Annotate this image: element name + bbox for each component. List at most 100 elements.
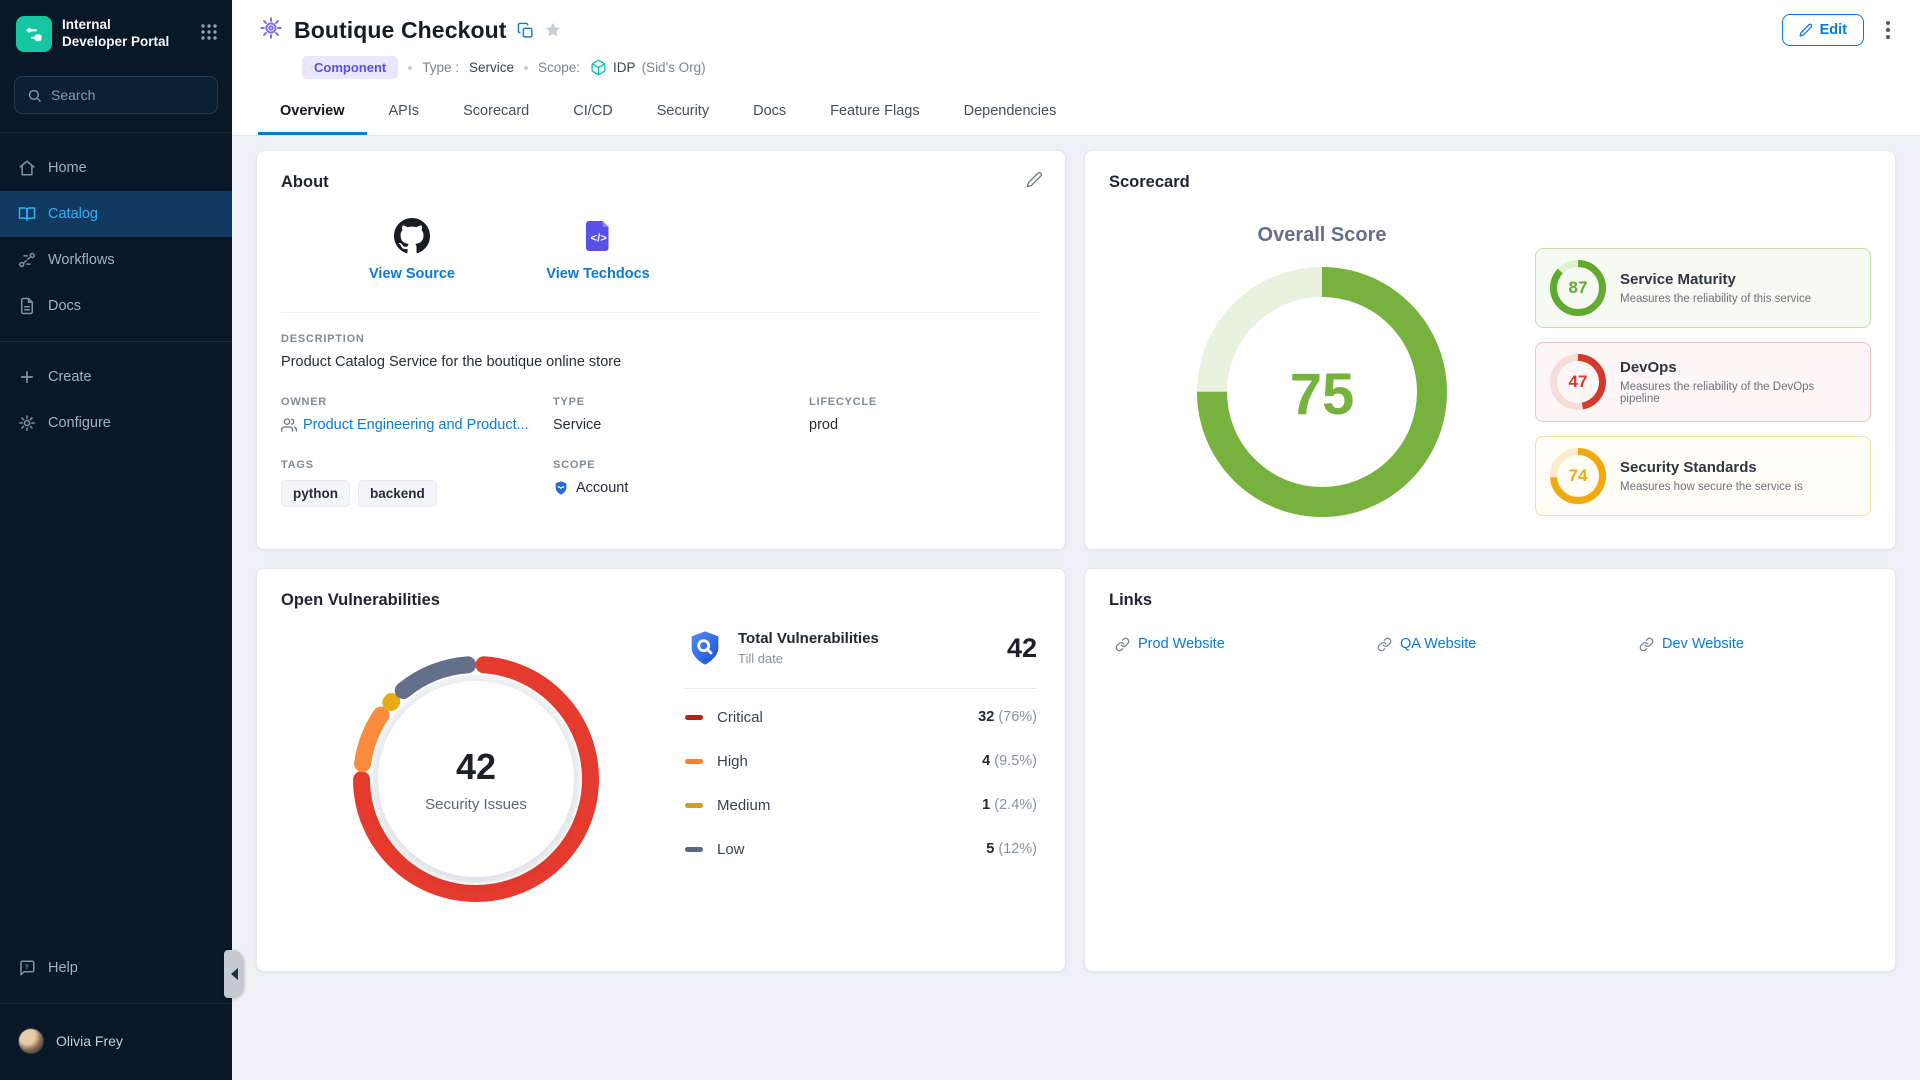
vuln-row-medium: Medium 1 (2.4%) [685,783,1037,827]
sidebar-item-create[interactable]: Create [0,354,232,400]
description-label: DESCRIPTION [281,333,1041,345]
prod-website-link[interactable]: Prod Website [1115,636,1377,652]
more-options-button[interactable] [1882,17,1894,43]
entity-meta-row: Component Type : Service Scope: IDP (Sid… [302,56,1894,79]
pencil-icon [1026,171,1043,188]
score-value: 74 [1550,448,1606,504]
score-desc: Measures the reliability of this service [1620,293,1811,305]
link-label: QA Website [1400,636,1476,652]
vulnerabilities-card-title: Open Vulnerabilities [281,591,1041,610]
link-icon [1639,637,1654,652]
search-icon [27,88,42,103]
edit-button[interactable]: Edit [1782,14,1864,46]
score-title: Security Standards [1620,459,1803,476]
copy-icon[interactable] [517,22,534,39]
techdocs-icon: </> [580,218,616,254]
user-name: Olivia Frey [56,1033,123,1049]
dot-separator [408,66,412,70]
tab-security[interactable]: Security [635,91,731,135]
vuln-row-critical: Critical 32 (76%) [685,695,1037,739]
view-techdocs-label: View Techdocs [546,266,649,282]
tab-dependencies[interactable]: Dependencies [942,91,1079,135]
description-value: Product Catalog Service for the boutique… [281,354,1041,370]
overall-score-value: 75 [1290,361,1355,428]
link-icon [1377,637,1392,652]
owner-label: OWNER [281,396,553,408]
tab-overview[interactable]: Overview [258,91,367,135]
view-techdocs-link[interactable]: </> View Techdocs [523,218,673,282]
type-field-value: Service [553,417,809,433]
divider [0,341,232,342]
tag-chip[interactable]: python [281,480,350,507]
vuln-total-center: 42 [456,746,496,788]
apps-grid-icon[interactable] [200,23,218,46]
cube-icon [590,59,607,76]
vuln-label: Critical [717,709,763,726]
home-icon [18,159,36,177]
about-card-title: About [281,173,1041,192]
shield-icon [553,480,569,496]
sidebar-collapse-handle[interactable] [224,950,244,998]
tab-docs[interactable]: Docs [731,91,808,135]
plus-icon [18,368,36,386]
tag-chip[interactable]: backend [358,480,437,507]
scorecard-item-service-maturity[interactable]: 87 Service Maturity Measures the reliabi… [1535,248,1871,328]
sidebar-item-configure[interactable]: Configure [0,400,232,446]
about-card: About View Source [256,150,1066,550]
search-placeholder: Search [51,87,95,103]
score-title: DevOps [1620,359,1856,376]
qa-website-link[interactable]: QA Website [1377,636,1639,652]
dev-website-link[interactable]: Dev Website [1639,636,1901,652]
owner-value: Product Engineering and Product... [303,417,529,433]
tab-feature-flags[interactable]: Feature Flags [808,91,941,135]
overall-score-donut: 75 [1197,267,1447,522]
component-gear-icon [258,15,284,46]
type-value: Service [469,60,514,75]
scope-label: Scope: [538,60,580,75]
user-menu[interactable]: Olivia Frey [0,1016,232,1070]
avatar [18,1028,44,1054]
tab-cicd[interactable]: CI/CD [551,91,634,135]
tab-bar: Overview APIs Scorecard CI/CD Security D… [258,91,1894,135]
search-input[interactable]: Search [14,76,218,114]
low-legend-dash [685,847,703,852]
vuln-count: 32 [978,709,994,725]
vuln-label: High [717,753,748,770]
brand-title: Internal Developer Portal [62,17,200,51]
gear-icon [18,414,36,432]
score-ring: 47 [1550,354,1606,410]
sidebar-item-label: Docs [48,298,81,314]
scorecard-item-security-standards[interactable]: 74 Security Standards Measures how secur… [1535,436,1871,516]
edit-button-label: Edit [1820,22,1847,38]
sidebar-item-label: Configure [48,415,111,431]
sidebar-item-help[interactable]: ? Help [0,945,232,991]
vulnerabilities-donut: 42 Security Issues [353,656,599,902]
score-title: Service Maturity [1620,271,1811,288]
owner-link[interactable]: Product Engineering and Product... [281,417,553,433]
tags-label: TAGS [281,459,553,471]
sidebar-item-home[interactable]: Home [0,145,232,191]
view-source-label: View Source [369,266,455,282]
book-open-icon [18,205,36,223]
view-source-link[interactable]: View Source [337,218,487,282]
score-ring: 87 [1550,260,1606,316]
scorecard-item-devops[interactable]: 47 DevOps Measures the reliability of th… [1535,342,1871,422]
svg-text:</>: </> [591,232,608,244]
score-value: 87 [1550,260,1606,316]
tab-apis[interactable]: APIs [367,91,442,135]
sidebar-item-workflows[interactable]: Workflows [0,237,232,283]
sidebar-item-label: Create [48,369,92,385]
favorite-star-icon[interactable] [544,21,562,39]
edit-about-button[interactable] [1026,171,1043,193]
vuln-count: 1 [982,797,990,813]
vuln-pct: (2.4%) [994,797,1037,813]
sidebar-item-catalog[interactable]: Catalog [0,191,232,237]
vuln-count: 5 [986,841,994,857]
sidebar-item-label: Help [48,960,78,976]
page-header: Boutique Checkout [232,0,1920,136]
total-vulnerabilities-title: Total Vulnerabilities [738,630,994,647]
tab-scorecard[interactable]: Scorecard [441,91,551,135]
vuln-center-label: Security Issues [425,796,527,813]
users-icon [281,417,297,433]
sidebar-item-docs[interactable]: Docs [0,283,232,329]
